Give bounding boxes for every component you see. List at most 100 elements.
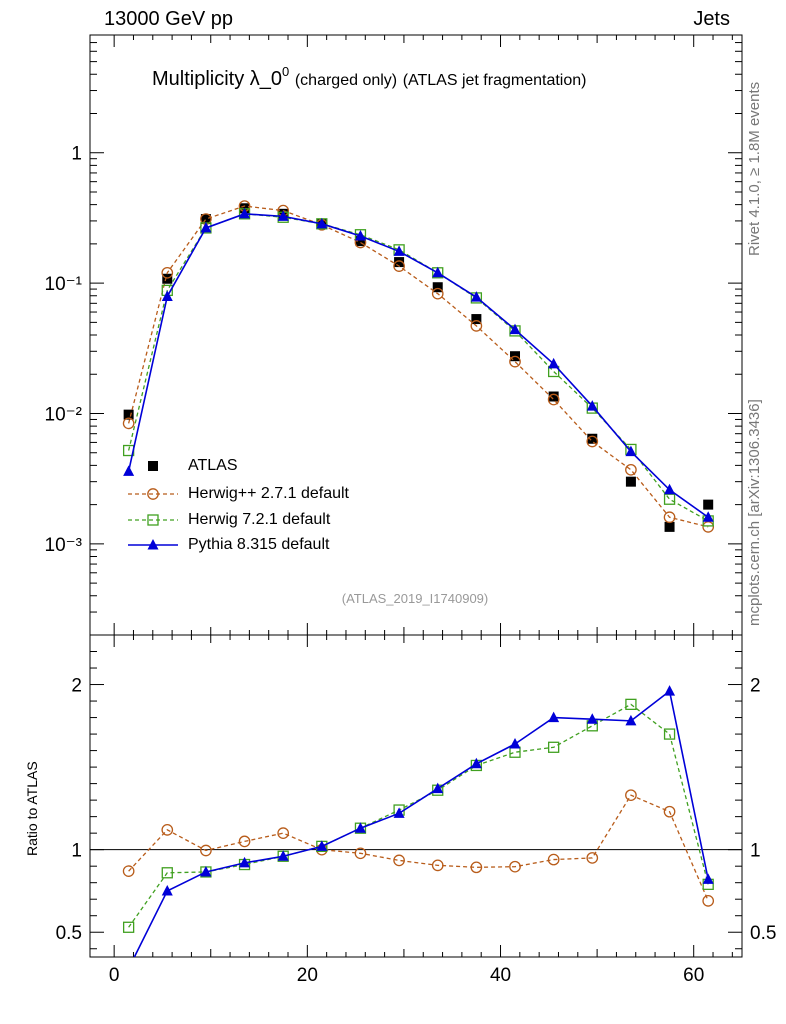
rivet-version-label: Rivet 4.1.0, ≥ 1.8M events bbox=[746, 81, 763, 256]
point-data bbox=[162, 273, 173, 284]
point-pythia bbox=[123, 465, 135, 476]
point-pythia bbox=[239, 207, 251, 219]
ratio-point-pythia bbox=[702, 873, 714, 884]
point-herwigpp bbox=[509, 355, 521, 368]
point-pythia bbox=[200, 221, 212, 233]
ratio-point-herwig7 bbox=[547, 741, 560, 753]
point-pythia bbox=[432, 266, 444, 278]
ratio-point-pythia bbox=[161, 884, 173, 896]
ratio-point-pythia bbox=[548, 711, 560, 723]
ratio-point-herwigpp bbox=[238, 835, 251, 848]
point-herwigpp bbox=[586, 435, 599, 448]
ratio-point-pythia bbox=[393, 807, 405, 818]
ratio-point-pythia bbox=[239, 856, 251, 868]
ratio-point-herwigpp bbox=[393, 854, 405, 867]
ratio-point-herwigpp bbox=[470, 861, 483, 874]
point-pythia bbox=[277, 210, 289, 221]
ratio-point-herwig7 bbox=[663, 728, 676, 740]
x-tick-label: 60 bbox=[683, 965, 704, 986]
x-tick-label: 40 bbox=[490, 965, 511, 986]
ratio-point-herwigpp bbox=[547, 853, 560, 866]
ratio-point-herwig7 bbox=[625, 698, 637, 711]
point-pythia bbox=[664, 483, 676, 495]
point-pythia bbox=[625, 445, 637, 457]
point-data bbox=[587, 433, 598, 444]
point-pythia bbox=[161, 290, 173, 301]
ratio-point-herwigpp bbox=[625, 789, 637, 802]
point-pythia bbox=[702, 511, 714, 522]
ratio-point-herwig7 bbox=[161, 867, 173, 879]
ratio-point-pythia bbox=[200, 865, 212, 877]
ratio-point-pythia bbox=[354, 822, 366, 833]
ratio-y-tick-label: 1 bbox=[71, 841, 82, 862]
point-data bbox=[548, 391, 559, 402]
point-herwigpp bbox=[431, 287, 444, 300]
point-data bbox=[200, 214, 211, 225]
point-data bbox=[432, 282, 443, 293]
ratio-point-herwigpp bbox=[586, 852, 599, 864]
ratio-point-pythia bbox=[586, 713, 598, 724]
point-herwigpp bbox=[547, 393, 560, 406]
point-data bbox=[471, 314, 482, 325]
ratio-point-herwig7 bbox=[122, 921, 135, 933]
y-tick-label: 1 bbox=[71, 144, 82, 165]
plot-title: Multiplicity λ_00 (charged only) (ATLAS … bbox=[152, 64, 587, 91]
ratio-point-herwigpp bbox=[354, 847, 367, 860]
ratio-point-pythia bbox=[625, 714, 637, 726]
ratio-point-herwigpp bbox=[161, 824, 174, 836]
point-pythia bbox=[548, 357, 560, 369]
ratio-line-pythia bbox=[133, 689, 709, 957]
point-data bbox=[625, 476, 636, 487]
ratio-line-herwig7 bbox=[128, 703, 709, 928]
point-data bbox=[123, 409, 134, 420]
point-herwigpp bbox=[122, 417, 135, 430]
legend-marker-herwigpp bbox=[147, 488, 159, 500]
ratio-plot-frame bbox=[89, 634, 743, 958]
ratio-y-tick-label: 0.5 bbox=[56, 923, 82, 944]
ratio-point-herwigpp bbox=[200, 844, 212, 857]
point-pythia bbox=[354, 229, 366, 241]
header-energy-label: 13000 GeV pp bbox=[104, 8, 233, 30]
title-charged: (charged only) bbox=[294, 72, 398, 89]
legend-label-herwig7: Herwig 7.2.1 default bbox=[188, 511, 331, 528]
point-herwig7 bbox=[663, 493, 676, 505]
ratio-point-pythia bbox=[277, 850, 289, 861]
ratio-point-pythia bbox=[470, 757, 482, 769]
point-data bbox=[664, 521, 675, 532]
ratio-point-herwigpp bbox=[509, 860, 521, 873]
legend-label-pythia: Pythia 8.315 default bbox=[188, 536, 330, 553]
point-pythia bbox=[509, 323, 521, 335]
ratio-y-tick-label-right: 0.5 bbox=[750, 923, 776, 944]
ratio-point-pythia bbox=[432, 782, 444, 794]
point-herwigpp bbox=[161, 266, 174, 279]
series-line-herwigpp bbox=[128, 205, 709, 528]
ratio-point-herwigpp bbox=[122, 865, 135, 877]
legend-marker-pythia bbox=[147, 539, 159, 550]
point-herwigpp bbox=[470, 320, 483, 332]
legend-label-atlas: ATLAS bbox=[188, 457, 238, 474]
point-pythia bbox=[393, 245, 405, 256]
ratio-line-herwigpp bbox=[128, 794, 709, 902]
ratio-y-tick-label-right: 1 bbox=[750, 841, 761, 862]
series-line-pythia bbox=[127, 213, 709, 518]
point-pythia bbox=[586, 400, 598, 411]
header-process-label: Jets bbox=[693, 8, 730, 30]
analysis-reference: (ATLAS_2019_I1740909) bbox=[341, 591, 489, 606]
ratio-point-pythia bbox=[123, 963, 134, 974]
ratio-point-herwigpp bbox=[277, 827, 290, 840]
x-tick-label: 0 bbox=[109, 965, 120, 986]
point-data bbox=[703, 499, 714, 510]
ratio-y-tick-label-right: 2 bbox=[750, 676, 761, 697]
ratio-point-pythia bbox=[509, 737, 521, 749]
point-pythia bbox=[316, 217, 328, 229]
title-superscript: 0 bbox=[282, 64, 290, 79]
point-herwigpp bbox=[625, 463, 637, 476]
point-data bbox=[394, 257, 405, 268]
legend-marker-herwig7 bbox=[147, 514, 159, 526]
legend-label-herwigpp: Herwig++ 2.7.1 default bbox=[188, 485, 349, 502]
title-analysis: (ATLAS jet fragmentation) bbox=[402, 72, 587, 89]
ratio-point-herwigpp bbox=[702, 895, 715, 907]
ratio-point-pythia bbox=[316, 840, 328, 851]
ratio-point-pythia bbox=[664, 685, 676, 696]
